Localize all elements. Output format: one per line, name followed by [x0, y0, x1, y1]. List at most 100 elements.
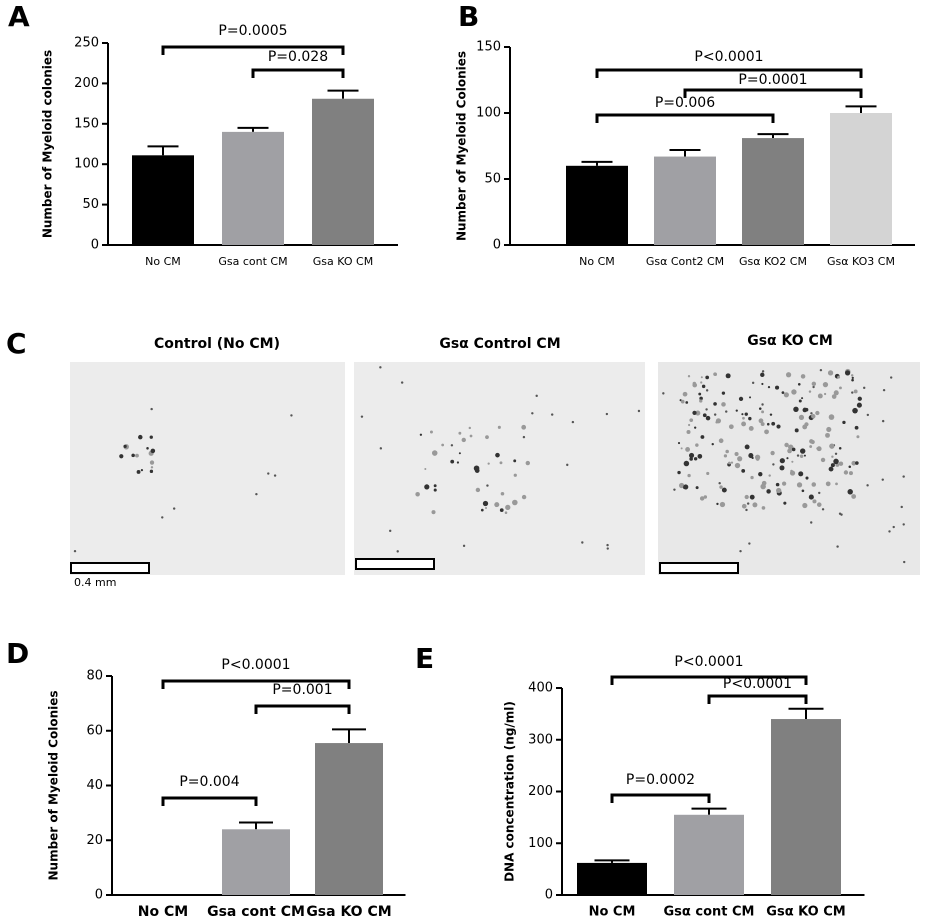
cell	[360, 415, 364, 418]
panel-label: B	[458, 0, 479, 33]
cell	[863, 386, 866, 390]
y-tick-label: 20	[86, 833, 103, 848]
cell	[714, 373, 718, 376]
scale-bar	[659, 562, 739, 574]
cell	[848, 471, 853, 476]
cell	[735, 409, 738, 412]
cell	[512, 499, 518, 506]
cell	[801, 489, 805, 493]
cell	[800, 448, 806, 454]
cell	[673, 488, 676, 491]
cell	[605, 412, 609, 416]
cell	[689, 418, 694, 423]
cell	[424, 484, 430, 490]
cell	[808, 494, 814, 500]
cell	[689, 457, 693, 461]
cell	[687, 473, 691, 478]
cell	[525, 460, 531, 466]
cell	[741, 421, 747, 427]
cell	[766, 489, 771, 494]
cell	[833, 390, 839, 396]
cell	[581, 541, 584, 544]
image-title: Gsα KO CM	[747, 333, 833, 349]
cell	[462, 544, 466, 548]
cell	[798, 399, 802, 403]
cell	[705, 408, 708, 411]
cell	[695, 410, 701, 416]
cell	[680, 447, 683, 450]
cell	[716, 502, 719, 506]
cell	[744, 412, 748, 416]
cell	[705, 389, 709, 392]
bar	[674, 814, 744, 895]
cell	[738, 396, 744, 402]
cell	[785, 372, 792, 378]
cell	[831, 455, 834, 458]
cell	[768, 474, 771, 477]
significance-bracket	[707, 694, 808, 704]
cell	[692, 381, 697, 386]
micrographs	[70, 362, 920, 575]
cell	[821, 508, 825, 511]
cell	[396, 550, 399, 553]
cell	[694, 426, 697, 429]
cell	[698, 392, 702, 396]
cell	[703, 495, 708, 499]
cell	[606, 547, 609, 550]
cell	[810, 521, 813, 524]
y-tick-label: 300	[528, 732, 553, 747]
y-tick-label: 0	[493, 238, 501, 253]
significance-bracket	[595, 113, 775, 123]
cell	[805, 476, 809, 480]
cell	[784, 442, 789, 448]
y-tick-label: 60	[86, 723, 103, 738]
cell	[829, 443, 835, 449]
cell	[809, 439, 814, 444]
cell	[721, 391, 726, 395]
y-tick-label: 200	[74, 76, 99, 91]
cell	[809, 445, 813, 448]
y-tick-label: 100	[528, 836, 553, 851]
cell	[781, 391, 785, 394]
cell	[505, 504, 511, 511]
x-tick-label: No CM	[138, 904, 188, 920]
cell	[791, 447, 796, 452]
y-tick-label: 50	[82, 197, 99, 212]
cell	[760, 372, 765, 378]
cell	[138, 434, 143, 440]
y-tick-label: 200	[528, 784, 553, 799]
cell	[851, 378, 854, 382]
cell	[761, 382, 764, 386]
bar	[771, 719, 841, 895]
cell	[750, 475, 754, 480]
cell	[504, 511, 508, 514]
cell	[771, 421, 776, 426]
cell	[761, 370, 765, 373]
cell	[734, 462, 741, 469]
cell	[718, 482, 721, 485]
cell	[739, 549, 742, 553]
cell	[662, 392, 665, 395]
cell	[737, 456, 743, 462]
cell	[857, 396, 862, 401]
cell	[705, 415, 711, 421]
cell	[818, 491, 821, 495]
p-value: P<0.0001	[674, 654, 743, 670]
cell	[825, 481, 831, 487]
cell	[441, 443, 445, 447]
cell	[719, 501, 726, 508]
cell	[748, 416, 752, 421]
cell	[776, 424, 781, 429]
micrograph	[354, 362, 645, 575]
cell	[772, 463, 775, 466]
cell	[812, 499, 817, 504]
cell	[687, 375, 691, 378]
cell	[686, 429, 691, 435]
significance-bracket	[161, 796, 258, 806]
cell	[535, 394, 538, 398]
cell	[793, 406, 799, 413]
y-tick-label: 50	[484, 172, 501, 187]
bar	[654, 156, 716, 245]
cell	[760, 483, 766, 490]
cell	[683, 460, 690, 467]
